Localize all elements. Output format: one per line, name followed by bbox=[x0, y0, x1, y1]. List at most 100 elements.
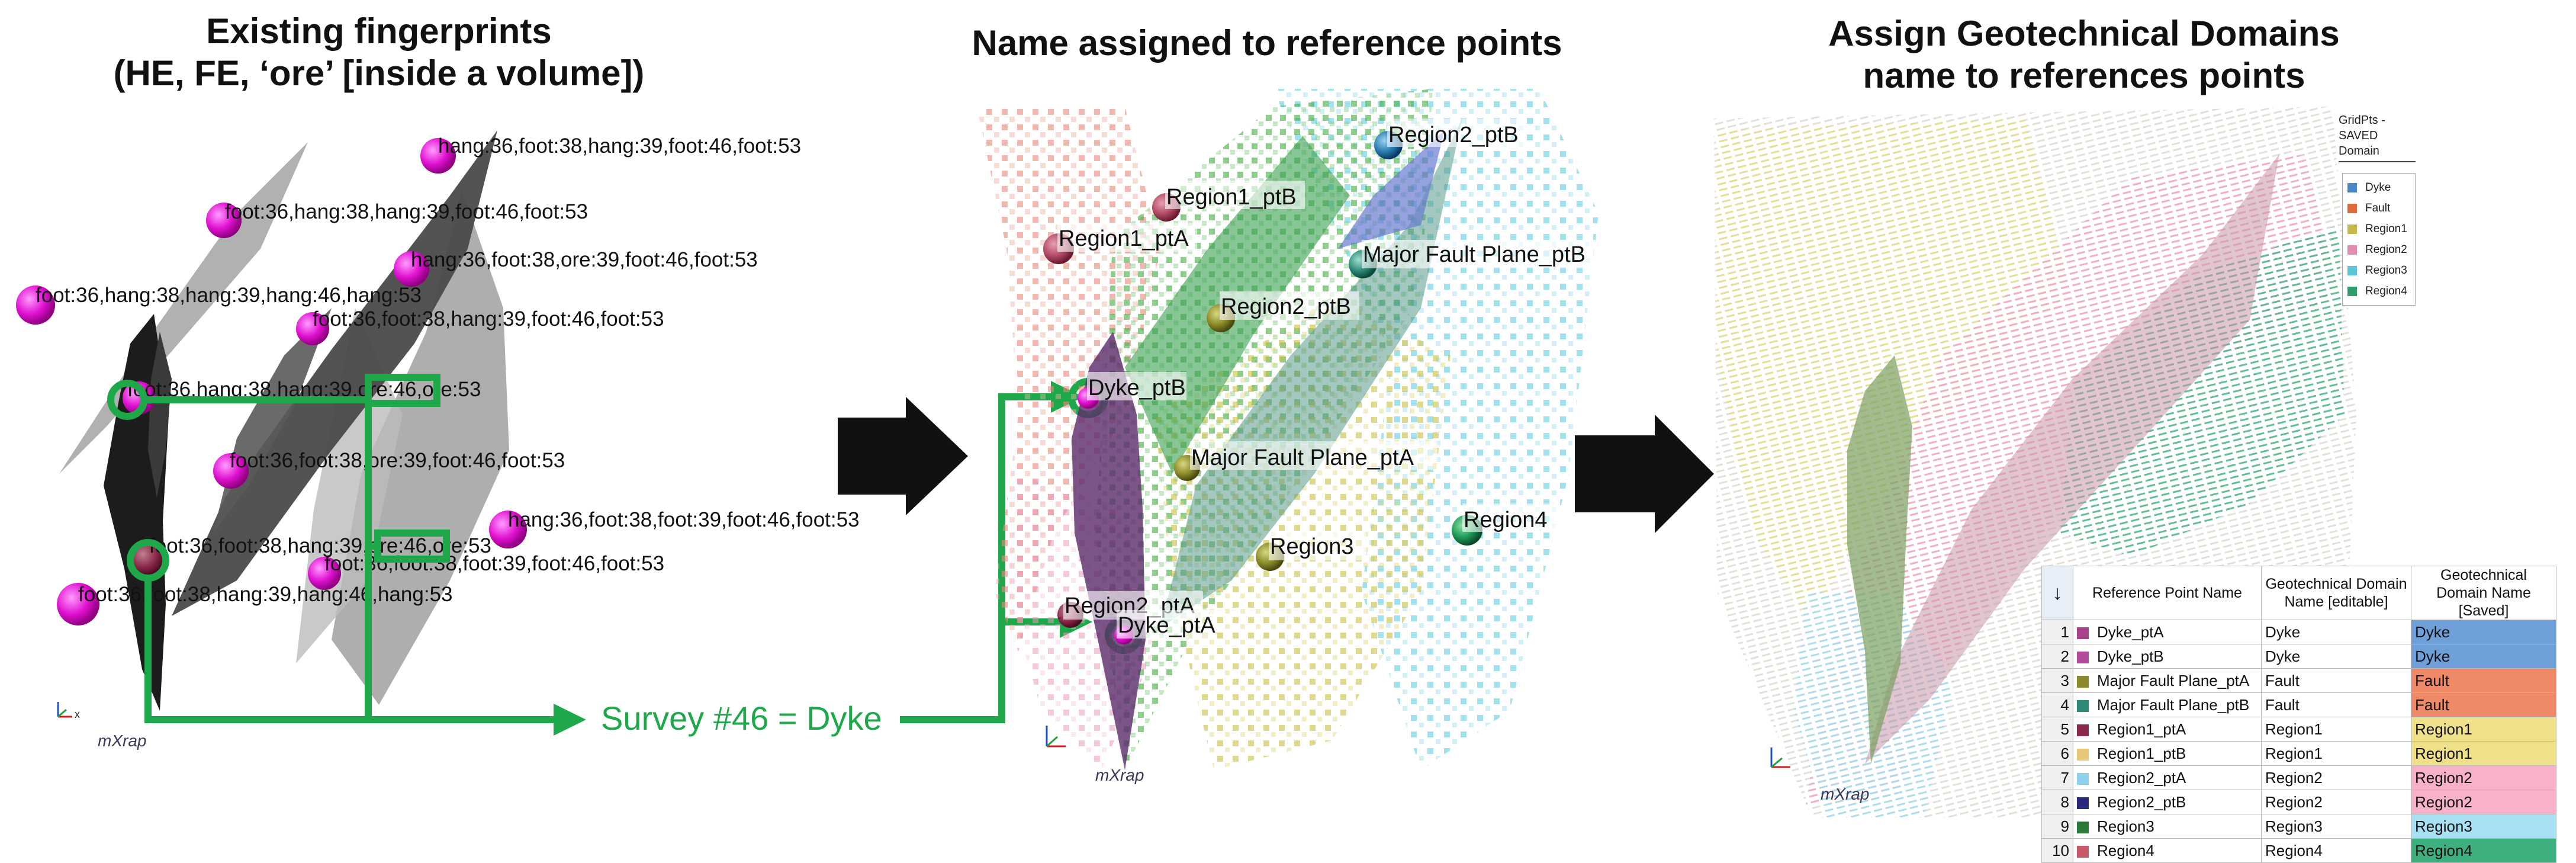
reference-point-name-cell[interactable]: Region3 bbox=[2073, 814, 2262, 839]
reference-point-label: Region2_ptB bbox=[1221, 294, 1351, 319]
survey-conclusion: Survey #46 = Dyke bbox=[601, 700, 882, 737]
legend-label: Region2 bbox=[2365, 243, 2407, 256]
point-color-chip bbox=[2077, 822, 2089, 833]
row-number: 9 bbox=[2042, 814, 2073, 839]
domain-editable-cell[interactable]: Region1 bbox=[2262, 742, 2411, 766]
legend-swatch bbox=[2347, 266, 2357, 275]
column-header-reference-point[interactable]: Reference Point Name bbox=[2073, 566, 2262, 620]
reference-point-name-cell[interactable]: Region1_ptB bbox=[2073, 742, 2262, 766]
column-header-domain-editable[interactable]: Geotechnical Domain Name [editable] bbox=[2262, 566, 2411, 620]
sort-icon[interactable]: ↓ bbox=[2042, 566, 2073, 620]
reference-point-name-cell[interactable]: Region4 bbox=[2073, 839, 2262, 863]
legend-swatch bbox=[2347, 287, 2357, 296]
table-row[interactable]: 7 Region2_ptA Region2 Region2 bbox=[2042, 766, 2556, 790]
reference-point-label: Region3 bbox=[1270, 534, 1354, 559]
point-color-chip bbox=[2077, 627, 2089, 639]
fingerprint-label: hang:36,foot:38,foot:39,foot:46,foot:53 bbox=[508, 508, 860, 531]
domain-editable-cell[interactable]: Dyke bbox=[2262, 644, 2411, 669]
fingerprint-label: foot:36,foot:38,ore:39,foot:46,foot:53 bbox=[230, 449, 565, 472]
row-number: 2 bbox=[2042, 644, 2073, 669]
row-number: 7 bbox=[2042, 766, 2073, 790]
domain-editable-cell[interactable]: Region2 bbox=[2262, 790, 2411, 814]
reference-point-name-cell[interactable]: Major Fault Plane_ptA bbox=[2073, 669, 2262, 693]
domain-saved-cell: Region2 bbox=[2411, 766, 2556, 790]
point-color-chip bbox=[2077, 773, 2089, 785]
domain-saved-cell: Region1 bbox=[2411, 717, 2556, 742]
point-color-chip bbox=[2077, 652, 2089, 663]
point-color-chip bbox=[2077, 700, 2089, 712]
reference-point-name-cell[interactable]: Major Fault Plane_ptB bbox=[2073, 693, 2262, 717]
column-header-domain-saved[interactable]: Geotechnical Domain Name [Saved] bbox=[2411, 566, 2556, 620]
domain-saved-cell: Region2 bbox=[2411, 790, 2556, 814]
legend-item: Region2 bbox=[2347, 239, 2410, 260]
reference-point-name: Region2_ptB bbox=[2097, 793, 2186, 811]
reference-point-label: Region1_ptB bbox=[1166, 185, 1297, 210]
reference-point-label: Region1_ptA bbox=[1059, 226, 1189, 251]
row-number: 3 bbox=[2042, 669, 2073, 693]
domain-saved-cell: Region4 bbox=[2411, 839, 2556, 863]
table-row[interactable]: 2 Dyke_ptB Dyke Dyke bbox=[2042, 644, 2556, 669]
domain-editable-cell[interactable]: Fault bbox=[2262, 693, 2411, 717]
flow-arrow bbox=[838, 397, 968, 515]
domain-saved-cell: Fault bbox=[2411, 693, 2556, 717]
legend-label: Region4 bbox=[2365, 285, 2407, 298]
mxrap-logo: mXrap bbox=[98, 732, 146, 750]
point-color-chip bbox=[2077, 749, 2089, 761]
reference-point-name: Region1_ptA bbox=[2097, 720, 2186, 738]
table-row[interactable]: 6 Region1_ptB Region1 Region1 bbox=[2042, 742, 2556, 766]
reference-point-label: Region2_ptB bbox=[1388, 123, 1519, 147]
reference-point-name: Region3 bbox=[2097, 817, 2154, 835]
reference-point-name: Region2_ptA bbox=[2097, 769, 2186, 787]
legend-label: Dyke bbox=[2365, 181, 2391, 194]
panel1-scene: hang:36,foot:38,hang:39,foot:46,foot:53 … bbox=[16, 130, 882, 750]
axis-triad: x bbox=[58, 702, 80, 720]
reference-point-label: Major Fault Plane_ptB bbox=[1363, 242, 1586, 267]
point-color-chip bbox=[2077, 724, 2089, 736]
reference-point-name: Region1_ptB bbox=[2097, 745, 2186, 762]
domain-editable-cell[interactable]: Region4 bbox=[2262, 839, 2411, 863]
domain-editable-cell[interactable]: Region1 bbox=[2262, 717, 2411, 742]
domain-editable-cell[interactable]: Dyke bbox=[2262, 620, 2411, 644]
table-row[interactable]: 10 Region4 Region4 Region4 bbox=[2042, 839, 2556, 863]
reference-point-name: Region4 bbox=[2097, 842, 2154, 859]
table-row[interactable]: 4 Major Fault Plane_ptB Fault Fault bbox=[2042, 693, 2556, 717]
reference-point-name-cell[interactable]: Region2_ptA bbox=[2073, 766, 2262, 790]
row-number: 6 bbox=[2042, 742, 2073, 766]
reference-point-label: Region4 bbox=[1464, 508, 1548, 532]
row-number: 1 bbox=[2042, 620, 2073, 644]
reference-point-name-cell[interactable]: Dyke_ptA bbox=[2073, 620, 2262, 644]
table-row[interactable]: 3 Major Fault Plane_ptA Fault Fault bbox=[2042, 669, 2556, 693]
table-row[interactable]: 9 Region3 Region3 Region3 bbox=[2042, 814, 2556, 839]
row-number: 4 bbox=[2042, 693, 2073, 717]
fingerprint-label: foot:36,hang:38,hang:39,foot:46,foot:53 bbox=[225, 200, 588, 223]
table-row[interactable]: 1 Dyke_ptA Dyke Dyke bbox=[2042, 620, 2556, 644]
row-number: 5 bbox=[2042, 717, 2073, 742]
table-row[interactable]: 5 Region1_ptA Region1 Region1 bbox=[2042, 717, 2556, 742]
domain-editable-cell[interactable]: Region2 bbox=[2262, 766, 2411, 790]
reference-point-name-cell[interactable]: Region1_ptA bbox=[2073, 717, 2262, 742]
legend-swatch bbox=[2347, 204, 2357, 213]
reference-point-name: Dyke_ptB bbox=[2097, 647, 2164, 665]
reference-point-name-cell[interactable]: Region2_ptB bbox=[2073, 790, 2262, 814]
domain-saved-cell: Region1 bbox=[2411, 742, 2556, 766]
legend-item: Fault bbox=[2347, 198, 2410, 219]
panel2-scene: Region2_ptB Region1_ptB Region1_ptA Majo… bbox=[977, 89, 1603, 784]
domain-editable-cell[interactable]: Fault bbox=[2262, 669, 2411, 693]
domain-editable-cell[interactable]: Region3 bbox=[2262, 814, 2411, 839]
flow-arrow bbox=[1575, 415, 1714, 533]
domain-saved-cell: Region3 bbox=[2411, 814, 2556, 839]
legend-label: Fault bbox=[2365, 202, 2390, 215]
fingerprint-label: hang:36,foot:38,ore:39,foot:46,foot:53 bbox=[411, 248, 758, 271]
legend-label: Region3 bbox=[2365, 264, 2407, 277]
legend-swatch bbox=[2347, 183, 2357, 193]
legend-title: GridPts - SAVED Domain bbox=[2339, 113, 2416, 162]
table-body: 1 Dyke_ptA Dyke Dyke 2 Dyke_ptB Dyke Dyke 3 Major… bbox=[2042, 620, 2556, 863]
reference-point-label: Dyke_ptA bbox=[1118, 613, 1215, 638]
reference-point-name-cell[interactable]: Dyke_ptB bbox=[2073, 644, 2262, 669]
table-row[interactable]: 8 Region2_ptB Region2 Region2 bbox=[2042, 790, 2556, 814]
reference-point-label: Dyke_ptB bbox=[1088, 376, 1186, 400]
fingerprint-label: foot:36,foot:38,hang:39,hang:46,hang:53 bbox=[78, 583, 453, 606]
legend-box: Dyke Fault Region1 Region2 Region3 Regio… bbox=[2342, 173, 2416, 306]
reference-point-name: Dyke_ptA bbox=[2097, 623, 2164, 641]
reference-points-table: ↓ Reference Point Name Geotechnical Doma… bbox=[2041, 566, 2556, 863]
